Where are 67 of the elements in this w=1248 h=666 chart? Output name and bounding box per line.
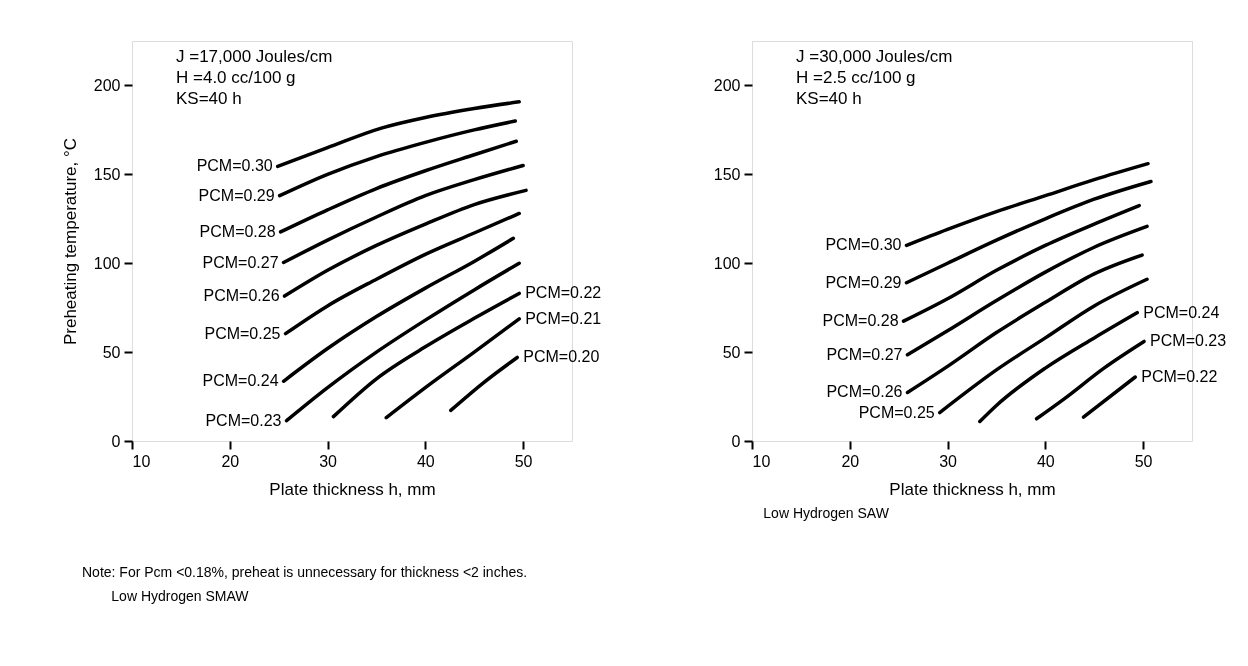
series-label: PCM=0.28 xyxy=(822,312,899,330)
line-series xyxy=(331,291,521,419)
y-tick-label: 200 xyxy=(93,76,121,94)
annotation: H =4.0 cc/100 g xyxy=(176,68,296,87)
annotation: J =17,000 Joules/cm xyxy=(176,47,333,66)
y-tick-label: 150 xyxy=(93,165,121,183)
x-tick-label: 50 xyxy=(514,452,533,470)
line-series xyxy=(281,236,516,384)
annotation: H =2.5 cc/100 g xyxy=(796,68,916,87)
line-series xyxy=(901,203,1141,323)
x-axis-title: Plate thickness h, mm xyxy=(889,479,1056,499)
series-label: PCM=0.27 xyxy=(826,345,903,363)
series-label: PCM=0.22 xyxy=(525,284,602,302)
line-series xyxy=(277,119,518,198)
annotation: KS=40 h xyxy=(176,89,242,108)
series-label: PCM=0.29 xyxy=(825,273,902,291)
line-series xyxy=(282,188,528,298)
series-label: PCM=0.23 xyxy=(1150,332,1227,350)
x-tick-label: 40 xyxy=(416,452,435,470)
line-series xyxy=(281,163,525,265)
annotation: KS=40 h xyxy=(796,89,862,108)
series-label: PCM=0.28 xyxy=(199,222,276,240)
series-label: PCM=0.26 xyxy=(203,287,280,305)
y-tick-label: 0 xyxy=(111,432,121,450)
series-label: PCM=0.27 xyxy=(202,253,279,271)
series-label: PCM=0.26 xyxy=(826,383,903,401)
series-label: PCM=0.30 xyxy=(196,157,273,175)
line-series xyxy=(384,317,521,420)
x-axis-title: Plate thickness h, mm xyxy=(269,479,436,499)
x-tick-label: 20 xyxy=(221,452,240,470)
line-series xyxy=(978,310,1139,424)
x-tick-label: 10 xyxy=(752,452,771,470)
x-tick-label: 20 xyxy=(841,452,860,470)
series-label: PCM=0.25 xyxy=(858,403,935,421)
text: Low Hydrogen SMAW xyxy=(111,588,250,604)
y-tick-label: 0 xyxy=(731,432,741,450)
y-tick-label: 150 xyxy=(713,165,741,183)
series-label: PCM=0.24 xyxy=(1143,303,1220,321)
line-series xyxy=(284,261,521,423)
line-series xyxy=(904,179,1153,285)
line-series xyxy=(904,161,1150,248)
series-label: PCM=0.25 xyxy=(204,324,281,342)
x-tick-label: 10 xyxy=(132,452,151,470)
text: Low Hydrogen SAW xyxy=(763,505,890,521)
line-series xyxy=(905,253,1144,395)
annotation: J =30,000 Joules/cm xyxy=(796,47,953,66)
line-series xyxy=(278,139,519,234)
series-label: PCM=0.24 xyxy=(202,372,279,390)
series-label: PCM=0.30 xyxy=(825,236,902,254)
text: Note: For Pcm <0.18%, preheat is unnecessary for thickness <2 inches. xyxy=(82,564,528,580)
x-tick-label: 30 xyxy=(939,452,958,470)
y-tick-label: 100 xyxy=(93,254,121,272)
y-axis-title: Preheating temperature, °C xyxy=(60,137,80,346)
x-tick-label: 50 xyxy=(1134,452,1153,470)
y-tick-label: 200 xyxy=(713,76,741,94)
series-label: PCM=0.21 xyxy=(525,309,602,327)
series-label: PCM=0.23 xyxy=(205,411,282,429)
series-label: PCM=0.29 xyxy=(198,186,275,204)
y-tick-label: 50 xyxy=(722,343,741,361)
series-label: PCM=0.22 xyxy=(1141,368,1218,385)
x-tick-label: 30 xyxy=(319,452,338,470)
series-label: PCM=0.20 xyxy=(523,348,600,366)
x-tick-label: 40 xyxy=(1036,452,1055,470)
line-series xyxy=(283,211,521,336)
line-series xyxy=(275,100,521,169)
y-tick-label: 50 xyxy=(102,343,121,361)
y-tick-label: 100 xyxy=(713,254,741,272)
